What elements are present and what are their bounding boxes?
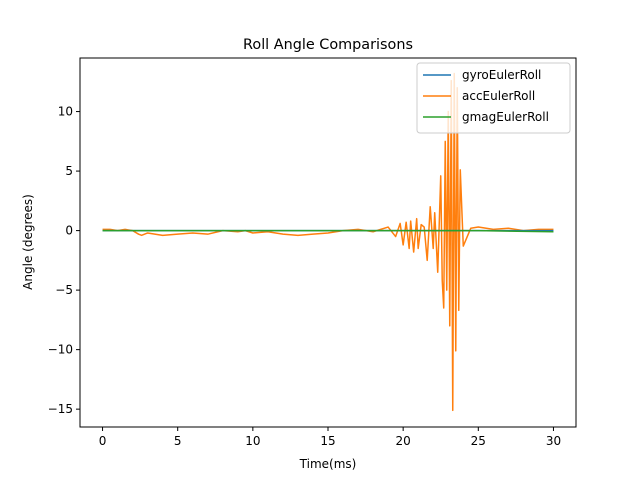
legend-label-gyroEulerRoll: gyroEulerRoll	[462, 68, 541, 82]
y-tick-label: −5	[55, 283, 73, 297]
x-tick-label: 25	[471, 434, 486, 448]
x-tick-label: 5	[174, 434, 182, 448]
y-axis-title: Angle (degrees)	[21, 194, 35, 290]
plot-lines	[102, 72, 554, 412]
y-tick-label: −10	[48, 343, 73, 357]
x-tick-label: 0	[99, 434, 107, 448]
series-line-accEulerRoll	[102, 72, 554, 412]
x-tick-label: 10	[245, 434, 260, 448]
x-tick-label: 30	[546, 434, 561, 448]
y-tick-label: −15	[48, 402, 73, 416]
legend-box	[416, 62, 571, 134]
y-tick-label: 10	[58, 105, 73, 119]
x-axis-ticks: 0 5 10 15 20 25 30	[99, 427, 561, 448]
x-tick-label: 20	[396, 434, 411, 448]
y-tick-label: 0	[65, 224, 73, 238]
legend-label-gmagEulerRoll: gmagEulerRoll	[462, 110, 549, 124]
y-axis-ticks: −15 −10 −5 0 5 10	[48, 105, 80, 416]
y-tick-label: 5	[65, 164, 73, 178]
legend-label-accEulerRoll: accEulerRoll	[462, 89, 535, 103]
x-tick-label: 15	[320, 434, 335, 448]
x-axis-title: Time(ms)	[299, 457, 357, 471]
legend: gyroEulerRoll accEulerRoll gmagEulerRoll	[416, 62, 571, 134]
series-line-gmagEulerRoll	[102, 229, 554, 233]
chart-title: Roll Angle Comparisons	[243, 37, 413, 53]
